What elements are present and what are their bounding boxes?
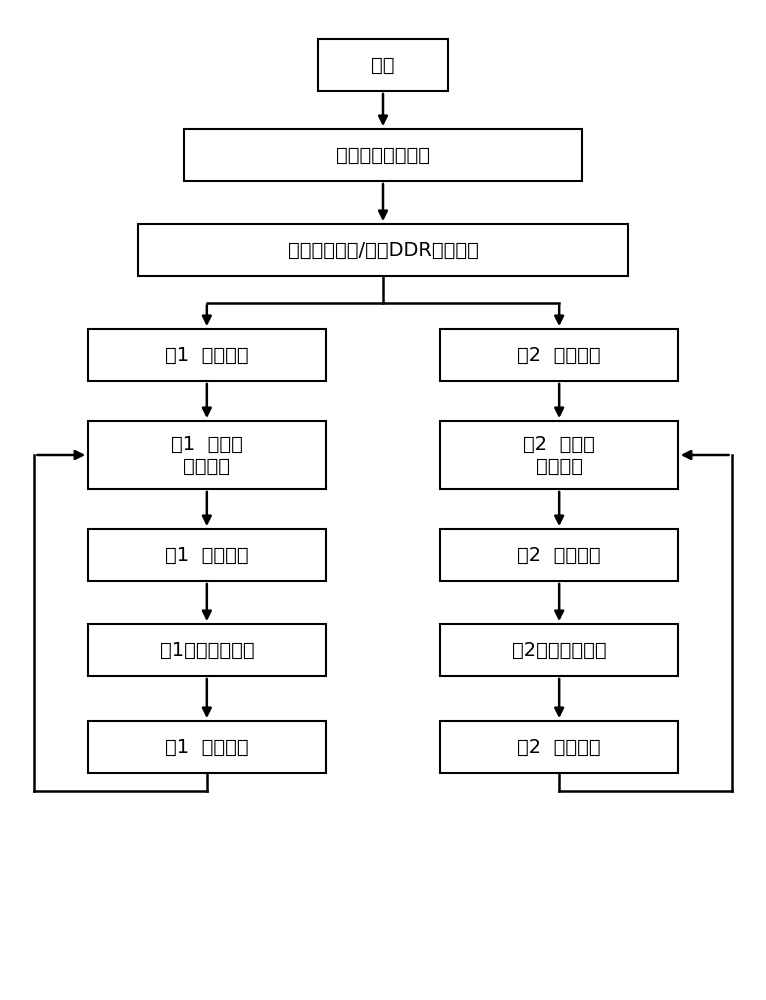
Bar bbox=[440, 529, 678, 581]
Text: 核1  进入睡眠: 核1 进入睡眠 bbox=[165, 346, 249, 364]
Text: 降内存控制器/外部DDR时钟频率: 降内存控制器/外部DDR时钟频率 bbox=[287, 240, 479, 259]
Bar bbox=[440, 329, 678, 381]
Bar bbox=[88, 529, 326, 581]
Text: 核2任务处理完毕: 核2任务处理完毕 bbox=[512, 641, 607, 660]
Bar bbox=[88, 329, 326, 381]
Bar bbox=[184, 129, 582, 181]
Bar bbox=[88, 721, 326, 773]
Text: 核2  被唤醒
退出睡眠: 核2 被唤醒 退出睡眠 bbox=[523, 434, 595, 476]
Text: 核1  被唤醒
退出睡眠: 核1 被唤醒 退出睡眠 bbox=[171, 434, 243, 476]
Text: 开机: 开机 bbox=[372, 55, 394, 75]
Bar bbox=[318, 39, 448, 91]
Text: 核2  进入睡眠: 核2 进入睡眠 bbox=[517, 738, 601, 756]
Text: 核1任务处理完毕: 核1任务处理完毕 bbox=[159, 641, 254, 660]
Bar bbox=[138, 224, 628, 276]
Text: 核1  任务处理: 核1 任务处理 bbox=[165, 546, 249, 564]
Bar bbox=[88, 421, 326, 489]
Text: 各核子系统初始化: 各核子系统初始化 bbox=[336, 145, 430, 164]
Text: 核2  进入睡眠: 核2 进入睡眠 bbox=[517, 346, 601, 364]
Bar bbox=[440, 721, 678, 773]
Text: 核1  进入睡眠: 核1 进入睡眠 bbox=[165, 738, 249, 756]
Bar bbox=[440, 421, 678, 489]
Text: 核2  任务处理: 核2 任务处理 bbox=[517, 546, 601, 564]
Bar bbox=[88, 624, 326, 676]
Bar bbox=[440, 624, 678, 676]
